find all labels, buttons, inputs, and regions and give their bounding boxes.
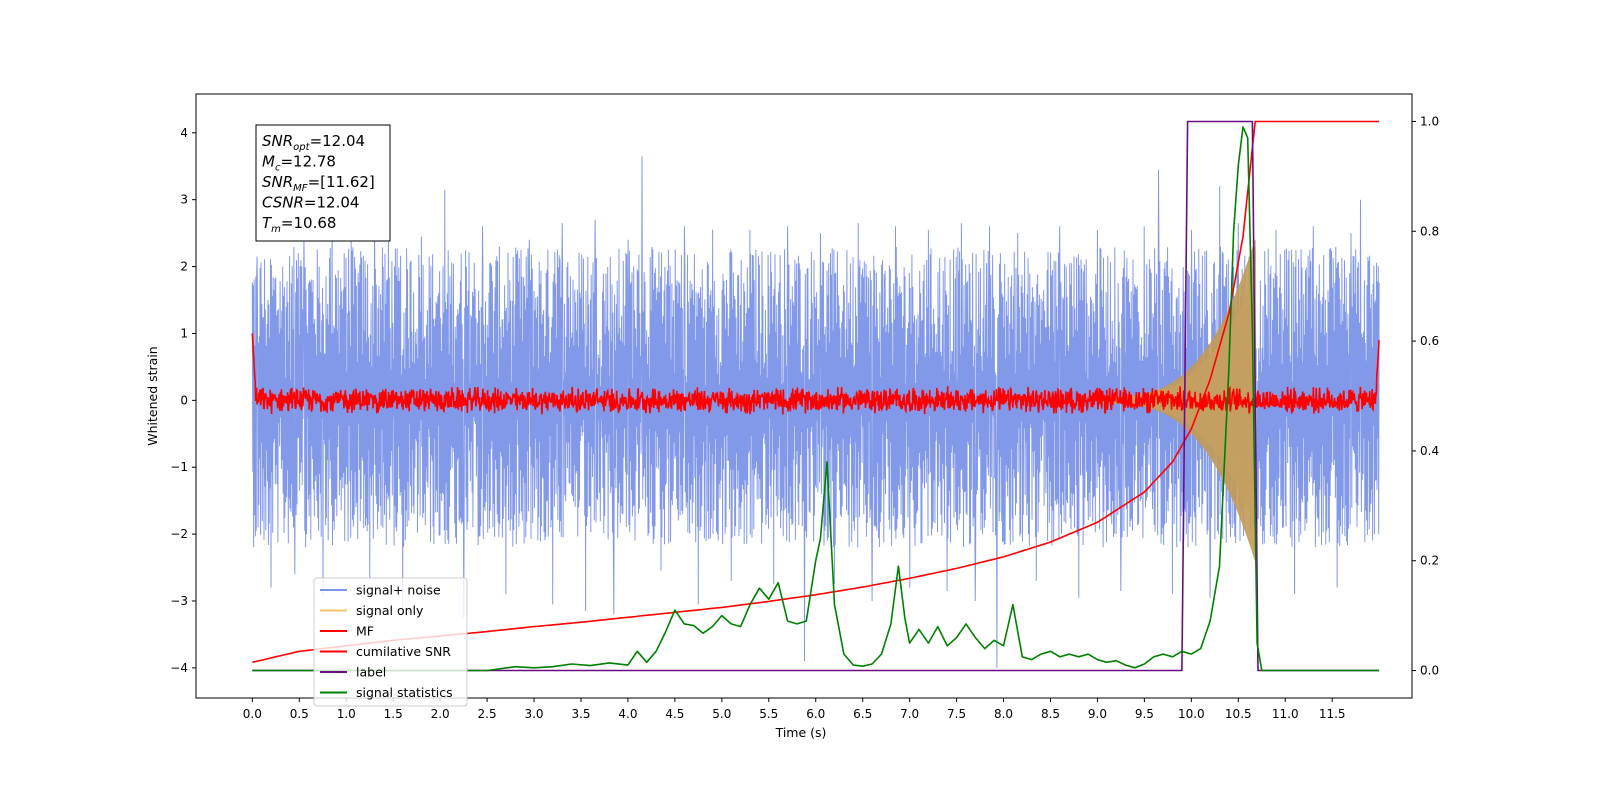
y2-tick-label: 1.0 bbox=[1420, 114, 1439, 128]
x-tick-label: 8.0 bbox=[994, 707, 1013, 721]
legend-label: cumilative SNR bbox=[356, 644, 451, 659]
annotation-value: =12.04 bbox=[310, 132, 366, 150]
annotation-value: =12.04 bbox=[304, 194, 360, 212]
y-tick-label: 3 bbox=[180, 193, 188, 207]
annotation-symbol: M bbox=[262, 153, 275, 171]
y-tick-label: 4 bbox=[180, 126, 188, 140]
y-tick-label: −3 bbox=[170, 594, 188, 608]
y-tick-label: −1 bbox=[170, 460, 188, 474]
annotation-value: =[11.62] bbox=[308, 173, 375, 191]
x-tick-label: 9.5 bbox=[1135, 707, 1154, 721]
y-tick-label: 1 bbox=[180, 326, 188, 340]
annotation-symbol: T bbox=[262, 214, 273, 232]
x-tick-label: 3.5 bbox=[571, 707, 590, 721]
y-tick-label: −4 bbox=[170, 661, 188, 675]
x-tick-label: 0.5 bbox=[290, 707, 309, 721]
x-tick-label: 6.0 bbox=[806, 707, 825, 721]
x-tick-label: 4.0 bbox=[618, 707, 637, 721]
y2-tick-label: 0.0 bbox=[1420, 664, 1439, 678]
annotation-frame bbox=[255, 124, 391, 242]
annotation-symbol: SNR bbox=[262, 173, 293, 191]
x-tick-label: 4.5 bbox=[665, 707, 684, 721]
y-tick-label: 0 bbox=[180, 393, 188, 407]
legend-label: signal statistics bbox=[356, 685, 453, 700]
x-tick-label: 2.5 bbox=[478, 707, 497, 721]
y2-tick-label: 0.4 bbox=[1420, 444, 1439, 458]
x-tick-label: 0.0 bbox=[243, 707, 262, 721]
x-tick-label: 8.5 bbox=[1041, 707, 1060, 721]
series-mf-line bbox=[251, 333, 1380, 415]
x-tick-label: 5.5 bbox=[759, 707, 778, 721]
annotation-subscript: MF bbox=[293, 183, 308, 194]
annotation-value: =12.78 bbox=[280, 153, 336, 171]
plot-series-layer bbox=[251, 120, 1380, 672]
x-tick-label: 10.5 bbox=[1225, 707, 1252, 721]
x-tick-label: 3.0 bbox=[524, 707, 543, 721]
annotation-line: Mc=12.78 bbox=[262, 153, 336, 174]
x-axis-label: Time (s) bbox=[775, 725, 827, 740]
annotation-line: SNRMF=[11.62] bbox=[262, 173, 375, 194]
y2-tick-label: 0.2 bbox=[1420, 554, 1439, 568]
annotation-subscript: opt bbox=[293, 142, 310, 153]
x-tick-label: 9.0 bbox=[1088, 707, 1107, 721]
y-tick-label: −2 bbox=[170, 527, 188, 541]
annotation-symbol: CSNR bbox=[262, 194, 304, 212]
legend: signal+ noise signal only MF cumilative SNR… bbox=[313, 577, 468, 707]
x-tick-label: 7.5 bbox=[947, 707, 966, 721]
annotation-line: SNRopt=12.04 bbox=[262, 132, 365, 153]
axes-layer: 0.0 0.5 1.0 1.5 2.0 2.5 3.0 3.5 4.0 4.5 5.0 5.5 6.0 6… bbox=[170, 114, 1439, 721]
legend-label: MF bbox=[356, 624, 374, 639]
annotation-subscript: m bbox=[271, 224, 281, 235]
plot-frame bbox=[195, 93, 1413, 699]
annotation-symbol: SNR bbox=[262, 132, 293, 150]
x-tick-label: 11.0 bbox=[1272, 707, 1299, 721]
legend-label: signal only bbox=[356, 603, 424, 618]
series-signal-noise-line bbox=[251, 156, 1380, 668]
y2-tick-label: 0.8 bbox=[1420, 224, 1439, 238]
x-tick-label: 1.5 bbox=[384, 707, 403, 721]
x-tick-label: 7.0 bbox=[900, 707, 919, 721]
x-tick-label: 2.0 bbox=[431, 707, 450, 721]
y-tick-label: 2 bbox=[180, 260, 188, 274]
y2-tick-label: 0.6 bbox=[1420, 334, 1439, 348]
legend-label: label bbox=[356, 665, 386, 680]
x-tick-label: 1.0 bbox=[337, 707, 356, 721]
x-tick-label: 10.0 bbox=[1178, 707, 1205, 721]
x-tick-label: 6.5 bbox=[853, 707, 872, 721]
annotation-subscript: c bbox=[275, 163, 281, 174]
annotation-line: Tm=10.68 bbox=[262, 214, 336, 235]
annotation-line: CSNR=12.04 bbox=[262, 194, 359, 212]
legend-label: signal+ noise bbox=[356, 583, 441, 598]
legend-frame bbox=[313, 577, 468, 707]
x-tick-label: 11.5 bbox=[1319, 707, 1346, 721]
x-tick-label: 5.0 bbox=[712, 707, 731, 721]
y-axis-label: Whitened strain bbox=[145, 346, 160, 445]
annotation-box: SNRopt=12.04Mc=12.78SNRMF=[11.62]CSNR=12… bbox=[255, 124, 391, 242]
annotation-value: =10.68 bbox=[281, 214, 337, 232]
series-signal-statistics-line bbox=[252, 126, 1380, 672]
